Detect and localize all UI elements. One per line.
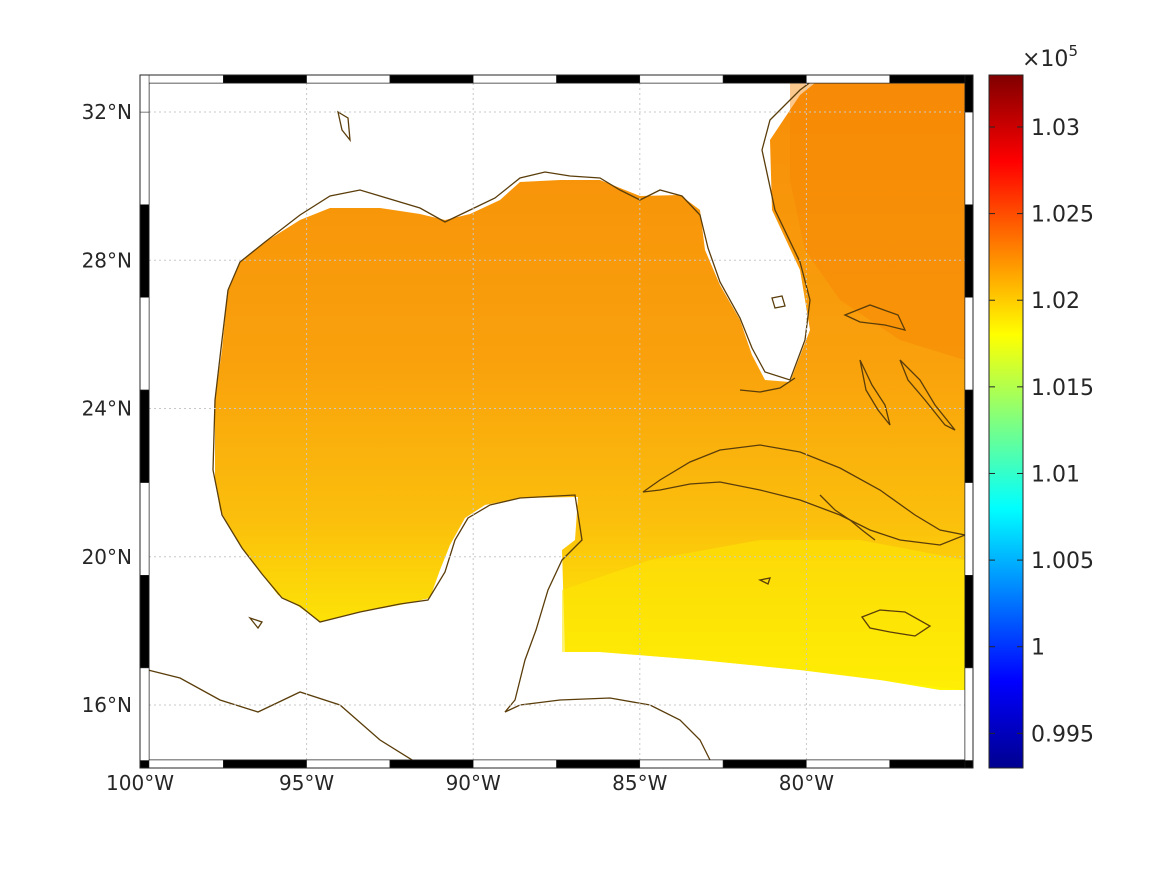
- frame-bottom-seg: [139, 759, 224, 769]
- lat-label: 16°N: [82, 693, 132, 717]
- lon-label: 100°W: [106, 771, 174, 795]
- frame-left-seg: [139, 575, 150, 669]
- colorbar-tick-label: 1.015: [1031, 376, 1094, 401]
- gridlines: [149, 83, 965, 760]
- frame-left-seg: [139, 204, 150, 298]
- frame-left-seg: [139, 482, 150, 576]
- frame-right-seg: [964, 204, 974, 298]
- bahamas-abaco: [843, 304, 907, 331]
- colorbar-tick-label: 1.025: [1031, 203, 1094, 228]
- frame-bottom-seg: [639, 759, 724, 769]
- lat-label: 32°N: [82, 100, 132, 124]
- small-island-a: [337, 110, 351, 143]
- bahamas-eleuthera: [899, 359, 956, 431]
- frame-left-seg: [139, 760, 150, 769]
- frame-bottom-seg: [722, 759, 807, 769]
- florida-keys: [739, 377, 796, 393]
- lon-label: 95°W: [279, 771, 334, 795]
- frame-bottom-seg: [889, 759, 974, 769]
- frame-top-seg: [389, 74, 474, 84]
- frame-right-seg: [964, 111, 974, 205]
- caribbean-field: [562, 540, 965, 690]
- lon-label: 90°W: [446, 771, 501, 795]
- lat-label: 28°N: [82, 248, 132, 272]
- frame-bottom-seg: [389, 759, 474, 769]
- frame-top-seg: [556, 74, 641, 84]
- colorbar: [988, 74, 1024, 769]
- frame-top-seg: [472, 74, 557, 84]
- frame-bottom-seg: [806, 759, 890, 769]
- lon-label: 80°W: [779, 771, 834, 795]
- frame-left-seg: [139, 389, 150, 483]
- colorbar-tick-label: 1.01: [1031, 462, 1080, 487]
- gulf-field: [215, 83, 965, 690]
- frame-left-seg: [139, 667, 150, 761]
- coastlines: [139, 74, 968, 769]
- small-island-c: [758, 577, 771, 585]
- coast-us-mexico-gulf: [227, 74, 821, 381]
- colorbar-tick-label: 1.005: [1031, 549, 1094, 574]
- frame-top-seg: [639, 74, 724, 84]
- frame-top-seg: [306, 74, 391, 84]
- pressure-field: [215, 83, 965, 690]
- frame-bottom-seg: [472, 759, 557, 769]
- frame-left-seg: [139, 297, 150, 391]
- frame-top-seg: [806, 74, 890, 84]
- frame-right-seg: [964, 389, 974, 483]
- frame-bottom-seg: [306, 759, 391, 769]
- frame-right-seg: [964, 297, 974, 391]
- bahamas-andros: [859, 359, 891, 426]
- frame-right-seg: [964, 74, 974, 113]
- coast-honduras: [504, 697, 711, 761]
- coast-mexico-west: [212, 289, 583, 713]
- frame-top-seg: [722, 74, 807, 84]
- lat-label: 20°N: [82, 545, 132, 569]
- lake-okeechobee: [771, 295, 786, 309]
- colorbar-ticks: 1.03 1.025 1.02 1.015 1.01 1.005 1 0.995: [989, 116, 1094, 747]
- frame-right-seg: [964, 667, 974, 761]
- map-frame: [139, 74, 974, 769]
- frame-right-seg: [964, 575, 974, 669]
- frame-top-seg: [223, 74, 307, 84]
- frame-bottom-seg: [556, 759, 641, 769]
- frame-right-seg: [964, 482, 974, 576]
- frame-bottom-seg: [223, 759, 307, 769]
- coast-central-america: [139, 667, 426, 769]
- small-island-b: [248, 616, 264, 630]
- atlantic-field: [790, 83, 965, 360]
- longitude-labels: 100°W 95°W 90°W 85°W 80°W: [106, 771, 834, 795]
- frame-top-seg: [139, 74, 224, 84]
- frame-top-seg: [889, 74, 974, 84]
- frame-right-seg: [964, 760, 974, 769]
- colorbar-tick-label: 1: [1031, 636, 1045, 661]
- colorbar-tick-label: 0.995: [1031, 722, 1094, 747]
- lat-label: 24°N: [82, 397, 132, 421]
- frame-left-seg: [139, 111, 150, 205]
- colorbar-tick-label: 1.03: [1031, 116, 1080, 141]
- colorbar-tick-label: 1.02: [1031, 289, 1080, 314]
- lon-label: 85°W: [612, 771, 667, 795]
- jamaica-island: [860, 609, 932, 637]
- map-outer-border: [139, 74, 974, 769]
- colorbar-multiplier: ×105: [1022, 42, 1078, 72]
- island-chain-south: [819, 494, 876, 541]
- latitude-labels: 32°N 28°N 24°N 20°N 16°N: [82, 100, 132, 717]
- frame-left-seg: [139, 74, 150, 113]
